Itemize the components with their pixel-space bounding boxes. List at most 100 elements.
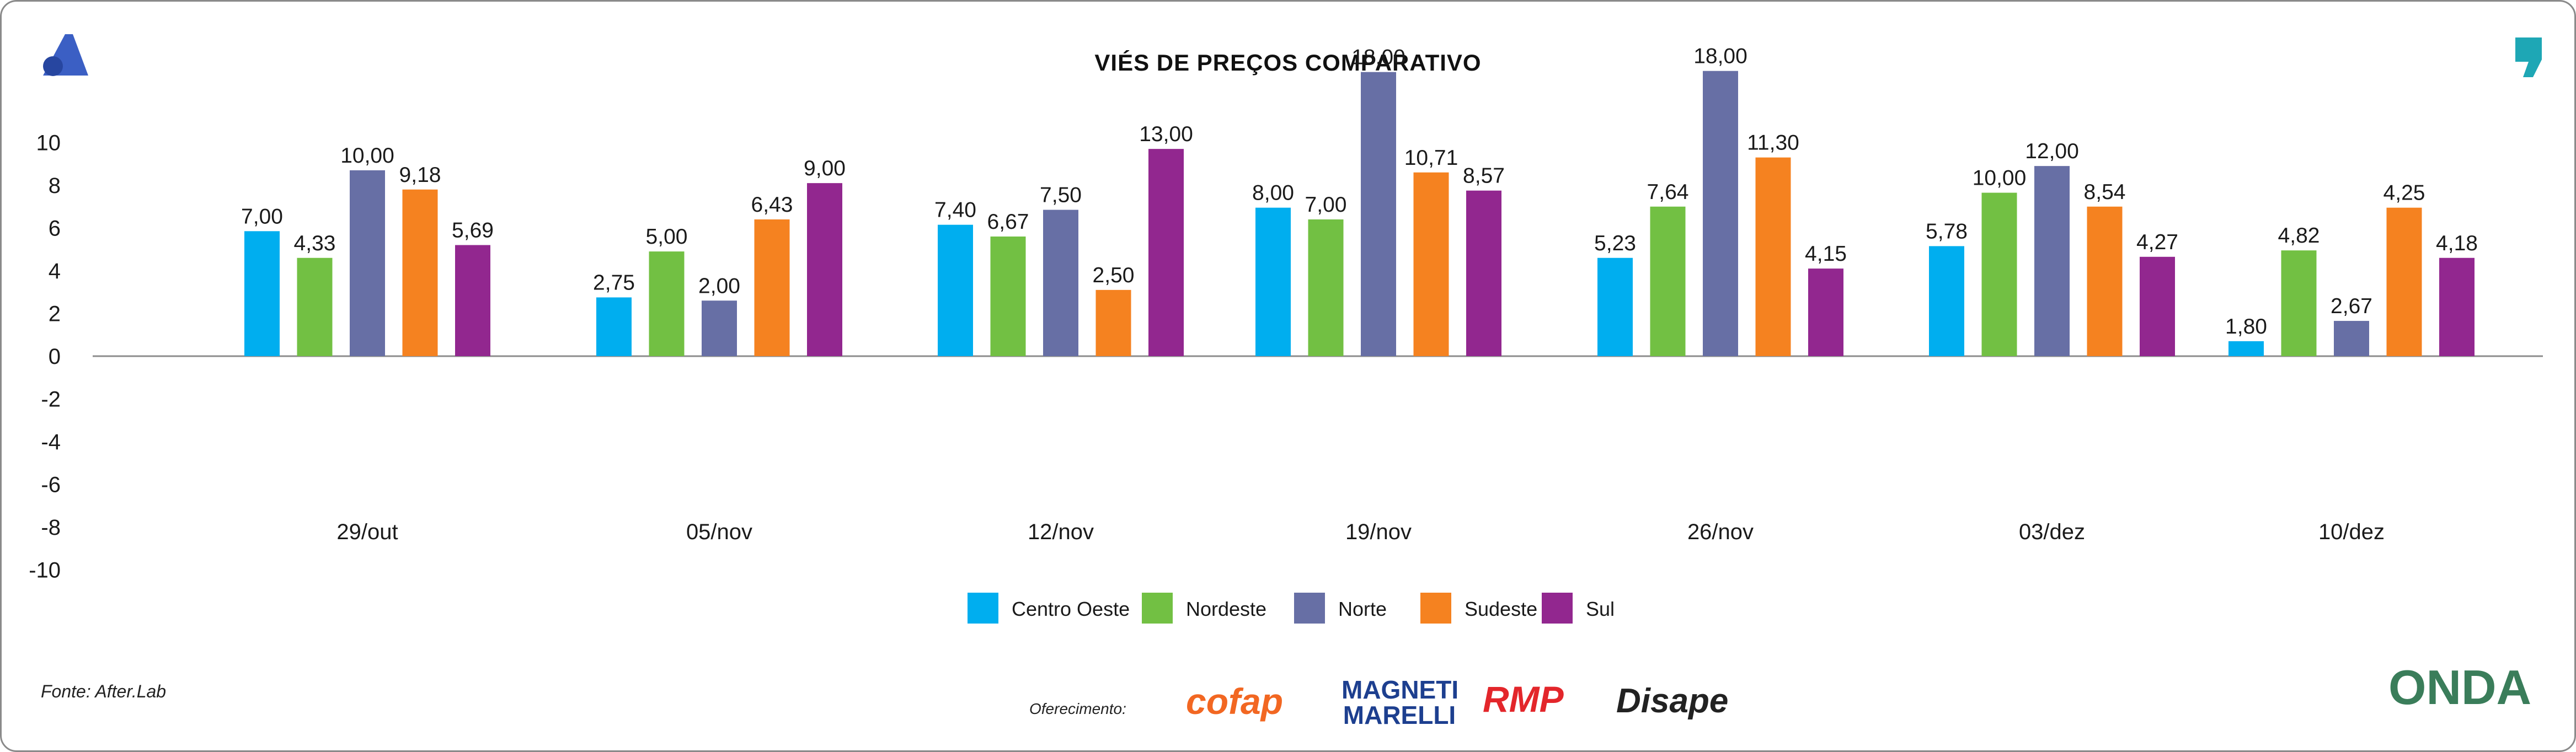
- data-label: 4,82: [2278, 224, 2320, 248]
- bar-sudeste: [754, 219, 790, 356]
- y-axis: 10 8 6 4 2 0 -2 -4 -6 -8 -10: [29, 131, 61, 583]
- data-label: 6,67: [987, 210, 1029, 234]
- data-label: 4,33: [294, 232, 336, 255]
- data-label: 13,00: [1139, 122, 1193, 146]
- y-tick-label: -2: [41, 388, 61, 412]
- data-label: 7,40: [934, 198, 976, 222]
- data-label: 2,50: [1093, 264, 1135, 287]
- bar-sul: [1466, 190, 1501, 356]
- bar-norte: [350, 170, 385, 356]
- bar-sudeste: [1095, 289, 1131, 356]
- data-label: 2,75: [593, 271, 635, 294]
- y-tick-label: -6: [41, 473, 61, 497]
- data-labels: 7,004,3310,009,185,692,755,002,006,439,0…: [241, 45, 2478, 339]
- x-tick-label: 19/nov: [1345, 520, 1412, 544]
- legend: Centro Oeste Nordeste Norte Sudeste Sul: [968, 593, 1615, 624]
- y-tick-label: -4: [41, 430, 61, 454]
- legend-label: Sul: [1586, 598, 1615, 620]
- bar-nordeste: [990, 237, 1026, 356]
- y-tick-label: 6: [49, 217, 61, 241]
- legend-label: Centro Oeste: [1012, 598, 1130, 620]
- bar-nordeste: [1650, 206, 1686, 356]
- data-label: 9,18: [399, 163, 441, 187]
- sponsor-logo-magneti-marelli: MAGNETI MARELLI: [1342, 675, 1459, 729]
- bar-centro-oeste: [1929, 246, 1964, 356]
- source-note: Fonte: After.Lab: [41, 681, 167, 701]
- data-label: 2,00: [698, 274, 740, 298]
- bar-nordeste: [1308, 219, 1344, 356]
- data-label: 7,00: [1305, 193, 1347, 217]
- x-axis: 29/out 05/nov 12/nov 19/nov 26/nov 03/dez 10/d…: [336, 520, 2385, 544]
- bar-sudeste: [1413, 172, 1449, 356]
- data-label: 1,80: [2225, 315, 2267, 339]
- brand-logo-icon: [43, 34, 88, 76]
- data-label: 11,30: [1747, 131, 1799, 155]
- bar-sudeste: [1755, 157, 1791, 356]
- y-tick-label: -10: [29, 558, 61, 583]
- bars: [244, 71, 2475, 356]
- quote-mark-icon: [2515, 37, 2542, 77]
- bar-nordeste: [2281, 250, 2317, 356]
- x-tick-label: 29/out: [336, 520, 398, 544]
- bar-sudeste: [2087, 206, 2123, 356]
- bar-nordeste: [649, 251, 685, 356]
- sponsor-logo-rmp: RMP: [1483, 679, 1564, 719]
- bar-norte: [1043, 210, 1078, 356]
- y-tick-label: 4: [49, 259, 61, 283]
- legend-label: Norte: [1338, 598, 1387, 620]
- legend-swatch: [1542, 593, 1573, 624]
- data-label: 8,54: [2084, 180, 2126, 204]
- bar-centro-oeste: [1255, 207, 1291, 356]
- y-tick-label: 0: [49, 345, 61, 369]
- data-label: 7,00: [241, 205, 283, 228]
- sponsor-label: Oferecimento:: [1029, 700, 1126, 717]
- legend-item: Nordeste: [1142, 593, 1266, 624]
- bar-centro-oeste: [1597, 257, 1633, 356]
- legend-swatch: [1420, 593, 1451, 624]
- brand-logo-onda: ONDA: [2388, 660, 2532, 715]
- bar-sul: [2140, 256, 2175, 356]
- data-label: 9,00: [804, 157, 846, 180]
- bar-sul: [455, 245, 490, 356]
- bar-centro-oeste: [596, 297, 632, 356]
- bar-sul: [1148, 149, 1184, 356]
- data-label: 8,57: [1463, 164, 1505, 188]
- legend-swatch: [1142, 593, 1173, 624]
- data-label: 18,00: [1351, 46, 1405, 69]
- bar-norte: [2034, 166, 2070, 356]
- data-label: 10,71: [1404, 146, 1458, 170]
- y-tick-label: -8: [41, 515, 61, 540]
- bar-nordeste: [297, 257, 333, 356]
- bar-nordeste: [1981, 192, 2017, 356]
- sponsor-logo-disape: Disape: [1616, 682, 1729, 720]
- bar-centro-oeste: [938, 224, 973, 356]
- x-tick-label: 10/dez: [2318, 520, 2385, 544]
- y-tick-label: 2: [49, 302, 61, 326]
- data-label: 4,15: [1805, 242, 1847, 266]
- data-label: 8,00: [1252, 181, 1294, 205]
- bar-sudeste: [402, 189, 438, 356]
- data-label: 4,27: [2136, 230, 2178, 254]
- legend-swatch: [968, 593, 998, 624]
- data-label: 18,00: [1693, 45, 1747, 68]
- bar-centro-oeste: [2228, 341, 2264, 356]
- bar-centro-oeste: [244, 231, 280, 356]
- x-tick-label: 12/nov: [1028, 520, 1094, 544]
- legend-label: Nordeste: [1186, 598, 1266, 620]
- legend-swatch: [1294, 593, 1325, 624]
- data-label: 7,50: [1040, 184, 1082, 207]
- data-label: 5,00: [646, 225, 688, 249]
- data-label: 7,64: [1647, 180, 1689, 204]
- bar-sul: [1808, 268, 1843, 356]
- data-label: 5,78: [1926, 219, 1968, 243]
- x-tick-label: 05/nov: [686, 520, 752, 544]
- data-label: 4,25: [2383, 181, 2425, 205]
- bar-sudeste: [2386, 207, 2422, 356]
- y-tick-label: 8: [49, 174, 61, 198]
- data-label: 10,00: [1973, 166, 2027, 190]
- bar-sul: [2439, 257, 2475, 356]
- data-label: 2,67: [2331, 294, 2372, 318]
- legend-item: Sudeste: [1420, 593, 1537, 624]
